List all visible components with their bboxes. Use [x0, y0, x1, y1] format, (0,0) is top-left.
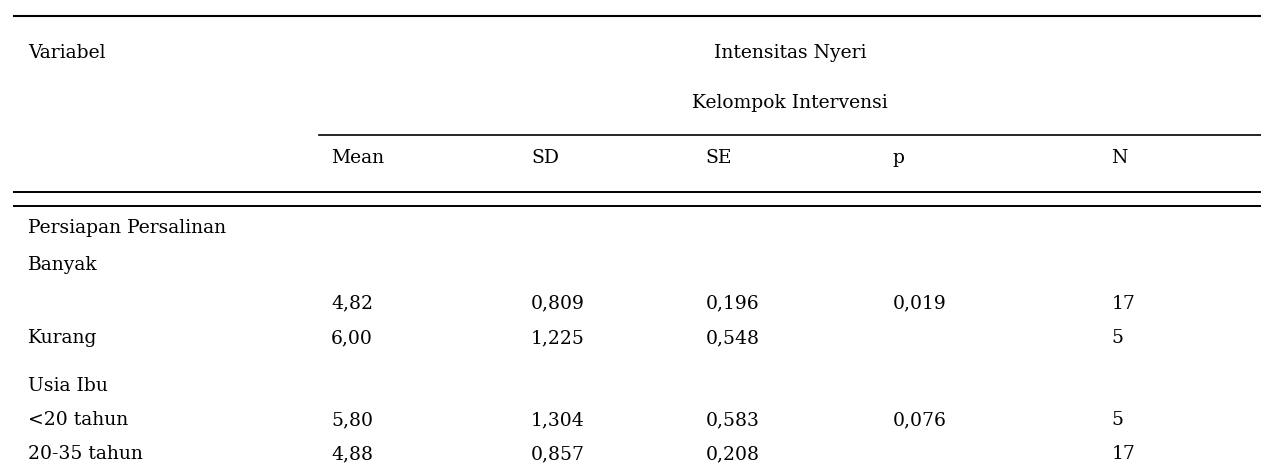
Text: 0,076: 0,076 — [893, 411, 947, 429]
Text: Kelompok Intervensi: Kelompok Intervensi — [692, 94, 888, 112]
Text: 0,857: 0,857 — [531, 445, 585, 464]
Text: 1,304: 1,304 — [531, 411, 585, 429]
Text: Usia Ibu: Usia Ibu — [28, 377, 107, 395]
Text: 0,583: 0,583 — [706, 411, 759, 429]
Text: 5: 5 — [1111, 411, 1124, 429]
Text: Intensitas Nyeri: Intensitas Nyeri — [713, 44, 866, 62]
Text: Mean: Mean — [331, 149, 385, 167]
Text: 17: 17 — [1111, 295, 1135, 313]
Text: 20-35 tahun: 20-35 tahun — [28, 445, 143, 464]
Text: p: p — [893, 149, 905, 167]
Text: N: N — [1111, 149, 1127, 167]
Text: 0,196: 0,196 — [706, 295, 759, 313]
Text: Persiapan Persalinan: Persiapan Persalinan — [28, 219, 225, 238]
Text: 0,208: 0,208 — [706, 445, 759, 464]
Text: 0,809: 0,809 — [531, 295, 585, 313]
Text: 1,225: 1,225 — [531, 329, 585, 347]
Text: 4,82: 4,82 — [331, 295, 373, 313]
Text: Kurang: Kurang — [28, 329, 97, 347]
Text: 0,548: 0,548 — [706, 329, 759, 347]
Text: 5: 5 — [1111, 329, 1124, 347]
Text: SD: SD — [531, 149, 559, 167]
Text: SE: SE — [706, 149, 733, 167]
Text: 17: 17 — [1111, 445, 1135, 464]
Text: 4,88: 4,88 — [331, 445, 373, 464]
Text: Variabel: Variabel — [28, 44, 106, 62]
Text: 5,80: 5,80 — [331, 411, 373, 429]
Text: Banyak: Banyak — [28, 256, 97, 274]
Text: <20 tahun: <20 tahun — [28, 411, 127, 429]
Text: 6,00: 6,00 — [331, 329, 373, 347]
Text: 0,019: 0,019 — [893, 295, 947, 313]
